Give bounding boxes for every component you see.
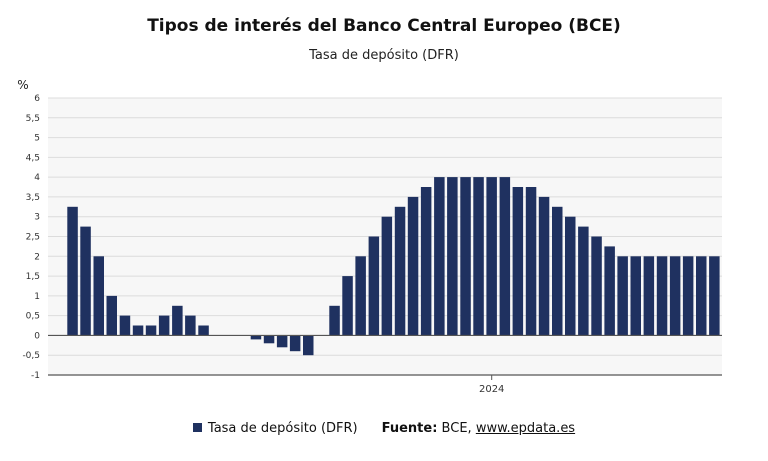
bar[interactable] xyxy=(669,256,681,336)
y-tick-label: 2,5 xyxy=(26,233,40,243)
bar[interactable] xyxy=(93,256,105,336)
bar[interactable] xyxy=(434,177,445,336)
bar[interactable] xyxy=(355,256,366,336)
y-axis-label: % xyxy=(17,78,28,92)
y-tick-label: 3 xyxy=(34,213,40,223)
y-tick-label: 1 xyxy=(34,292,40,302)
bar[interactable] xyxy=(303,335,314,356)
bar[interactable] xyxy=(80,226,91,336)
bar[interactable] xyxy=(381,216,393,336)
bar[interactable] xyxy=(525,187,537,336)
source-link[interactable]: www.epdata.es xyxy=(475,421,576,436)
bar[interactable] xyxy=(198,325,209,336)
bar[interactable] xyxy=(696,256,707,336)
bar[interactable] xyxy=(119,315,131,336)
bar[interactable] xyxy=(420,187,432,336)
source-label: Fuente: xyxy=(381,421,438,436)
bar[interactable] xyxy=(172,305,183,336)
bar[interactable] xyxy=(643,256,655,336)
y-tick-label: 4 xyxy=(34,173,40,183)
axes: 2024 xyxy=(48,334,722,395)
bar[interactable] xyxy=(604,246,615,336)
source-text: BCE, xyxy=(441,421,472,436)
bar[interactable] xyxy=(368,236,380,336)
bar[interactable] xyxy=(617,256,628,336)
legend-swatch xyxy=(192,423,202,432)
bar[interactable] xyxy=(158,315,170,336)
y-tick-label: 1,5 xyxy=(26,272,40,282)
bar[interactable] xyxy=(132,325,144,336)
y-tick-label: 5 xyxy=(34,134,40,144)
bar[interactable] xyxy=(342,276,353,336)
y-tick-label: -0,5 xyxy=(22,351,40,361)
chart-title: Tipos de interés del Banco Central Europ… xyxy=(147,16,621,36)
y-tick-label: 3,5 xyxy=(26,193,40,203)
y-tick-label: 0 xyxy=(34,331,40,341)
y-axis-ticks: 6 5,5 5 4,5 4 3,5 3 2,5 2 1,5 1 0,5 0 -0,5 -1 xyxy=(22,94,40,381)
bar[interactable] xyxy=(591,236,602,336)
y-tick-label: 4,5 xyxy=(26,153,40,163)
bars xyxy=(67,177,720,356)
bar[interactable] xyxy=(473,177,484,336)
bar[interactable] xyxy=(145,325,157,336)
y-tick-label: 5,5 xyxy=(26,114,40,124)
bar[interactable] xyxy=(499,177,511,336)
bar[interactable] xyxy=(67,206,78,336)
x-tick-label: 2024 xyxy=(479,384,504,395)
bar[interactable] xyxy=(512,187,524,336)
y-tick-label: -1 xyxy=(31,371,40,381)
legend-series-label[interactable]: Tasa de depósito (DFR) xyxy=(207,421,358,436)
bar[interactable] xyxy=(709,256,720,336)
bar[interactable] xyxy=(106,295,118,336)
bar[interactable] xyxy=(630,256,642,336)
bar[interactable] xyxy=(263,335,275,344)
bar[interactable] xyxy=(552,206,563,336)
bar[interactable] xyxy=(460,177,471,336)
bar[interactable] xyxy=(407,196,419,336)
y-tick-label: 2 xyxy=(34,252,40,262)
bar[interactable] xyxy=(656,256,668,336)
bar[interactable] xyxy=(250,335,262,340)
bar[interactable] xyxy=(682,256,694,336)
bar[interactable] xyxy=(289,335,301,352)
bar[interactable] xyxy=(538,196,550,336)
y-tick-label: 6 xyxy=(34,94,40,104)
bar[interactable] xyxy=(394,206,406,336)
y-tick-label: 0,5 xyxy=(26,312,40,322)
bar[interactable] xyxy=(276,335,288,348)
bar[interactable] xyxy=(486,177,497,336)
legend: Tasa de depósito (DFR) Fuente: BCE, www.e… xyxy=(0,421,768,436)
bar[interactable] xyxy=(565,216,576,336)
bar[interactable] xyxy=(329,305,340,336)
chart-subtitle: Tasa de depósito (DFR) xyxy=(309,48,459,63)
bar[interactable] xyxy=(447,177,458,336)
bar[interactable] xyxy=(185,315,196,336)
bar[interactable] xyxy=(578,226,589,336)
